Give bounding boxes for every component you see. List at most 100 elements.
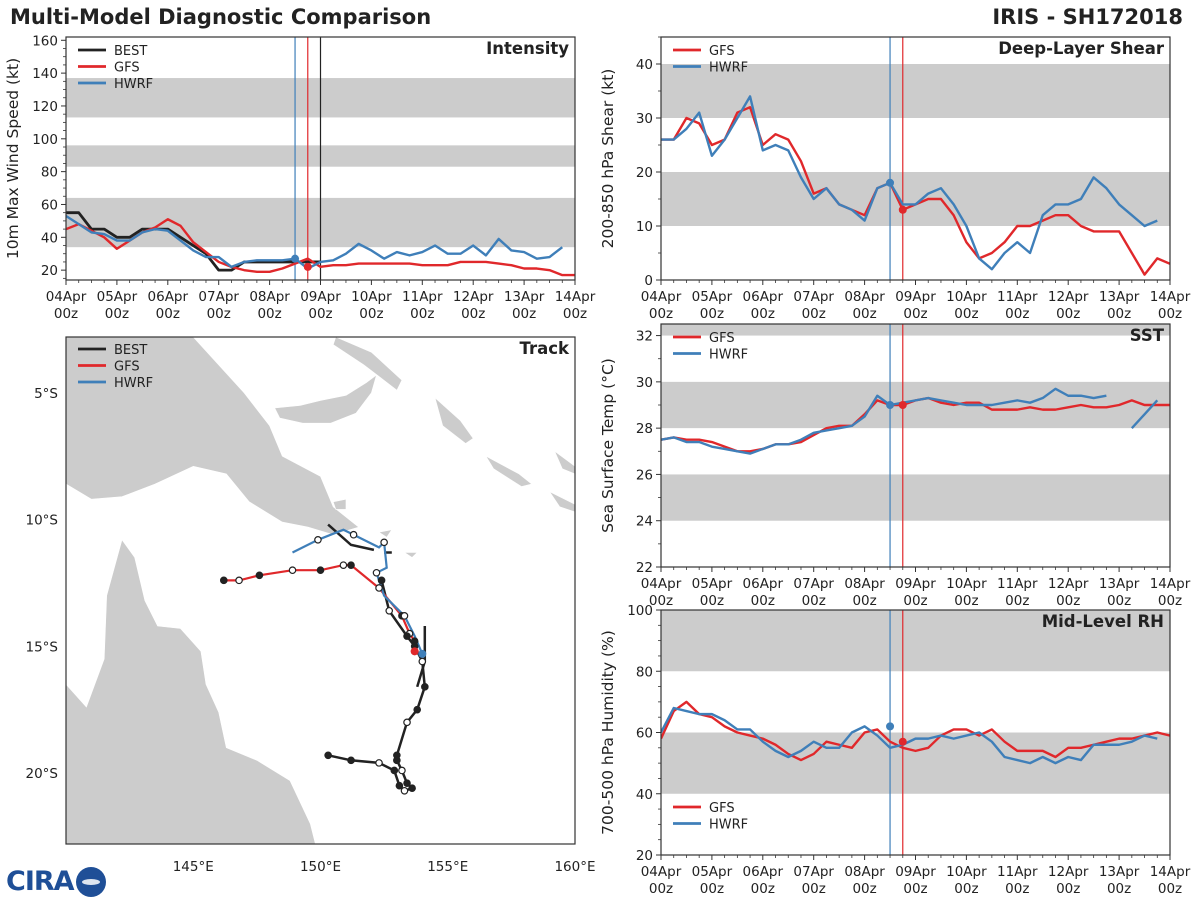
series-line-hwrf-0: [661, 706, 1158, 765]
best-point: [375, 759, 383, 767]
best-point: [403, 632, 411, 640]
x-tick-label: 13Apr 00z: [1099, 576, 1140, 609]
lat-tick-label: 20°S: [26, 766, 59, 782]
y-tick-label: 32: [636, 329, 653, 345]
x-tick-label: 07Apr 00z: [793, 289, 834, 322]
init-marker-gfs: [898, 737, 907, 746]
y-axis-label: 700-500 hPa Humidity (%): [599, 630, 617, 835]
x-tick-hour: 00z: [1107, 593, 1131, 609]
x-tick-hour: 00z: [700, 306, 724, 322]
legend-label-hwrf: HWRF: [709, 61, 748, 76]
lat-tick-label: 5°S: [34, 386, 58, 402]
x-tick-label: 06Apr 00z: [743, 576, 784, 609]
y-tick-label: 40: [636, 787, 653, 803]
x-tick-day: 14Apr: [1150, 864, 1191, 880]
x-tick-label: 07Apr 00z: [198, 289, 239, 322]
series-line-hwrf-0: [661, 95, 1158, 271]
x-tick-hour: 00z: [751, 881, 775, 897]
x-tick-hour: 00z: [954, 593, 978, 609]
x-tick-label: 05Apr 00z: [97, 289, 138, 322]
best-point: [324, 751, 332, 760]
x-tick-hour: 00z: [105, 306, 129, 322]
panel-title: Mid-Level RH: [1042, 612, 1164, 631]
y-tick-label: 22: [636, 560, 653, 576]
x-tick-hour: 00z: [156, 306, 180, 322]
x-tick-label: 12Apr 00z: [453, 289, 494, 322]
y-tick-label: 60: [636, 726, 653, 742]
x-tick-hour: 00z: [563, 306, 587, 322]
init-marker-hwrf: [886, 178, 895, 187]
x-tick-day: 08Apr: [844, 576, 885, 592]
shaded-band-2: [661, 324, 1170, 336]
x-tick-day: 05Apr: [692, 576, 733, 592]
lon-tick-label: 160°E: [554, 859, 595, 875]
track-point: [235, 576, 243, 585]
init-marker-gfs: [303, 262, 312, 271]
x-tick-hour: 00z: [1056, 306, 1080, 322]
init-marker-hwrf: [291, 254, 300, 263]
track-point: [349, 530, 358, 539]
map-area: [66, 337, 575, 844]
x-tick-hour: 00z: [903, 881, 927, 897]
x-tick-hour: 00z: [649, 306, 673, 322]
x-tick-day: 06Apr: [743, 576, 784, 592]
land-solomons-1: [485, 455, 533, 487]
plot-area: [661, 37, 1170, 280]
x-tick-label: 12Apr 00z: [1048, 576, 1089, 609]
shaded-band-0: [661, 172, 1170, 226]
x-tick-day: 14Apr: [555, 289, 596, 305]
best-point: [413, 705, 422, 714]
x-tick-label: 13Apr 00z: [504, 289, 545, 322]
legend-label-gfs: GFS: [709, 801, 735, 816]
best-point: [400, 786, 409, 795]
x-tick-hour: 00z: [1158, 593, 1182, 609]
legend-label-gfs: GFS: [114, 61, 140, 76]
x-tick-day: 04Apr: [641, 864, 682, 880]
land-solomons-2: [548, 490, 575, 513]
y-axis-label: Sea Surface Temp (°C): [599, 358, 617, 533]
shaded-band-1: [661, 381, 1170, 429]
init-marker-gfs: [898, 205, 907, 214]
shaded-band-1: [661, 610, 1170, 672]
logo-text: CIRA: [6, 866, 75, 897]
y-tick-label: 20: [41, 263, 58, 279]
x-tick-day: 07Apr: [793, 576, 834, 592]
storm-id: IRIS - SH172018: [992, 5, 1183, 29]
x-tick-hour: 00z: [1107, 306, 1131, 322]
x-tick-label: 09Apr 00z: [895, 576, 936, 609]
panel-title: SST: [1130, 326, 1165, 345]
y-tick-label: 40: [41, 230, 58, 246]
x-tick-label: 10Apr 00z: [946, 864, 987, 897]
track-point: [316, 566, 325, 575]
x-tick-day: 10Apr: [351, 289, 392, 305]
best-point: [395, 781, 404, 790]
legend-label-best: BEST: [114, 44, 147, 59]
lat-tick-label: 10°S: [26, 513, 59, 529]
x-tick-hour: 00z: [852, 306, 876, 322]
x-tick-day: 11Apr: [997, 864, 1038, 880]
x-tick-hour: 00z: [802, 881, 826, 897]
panel-title: Deep-Layer Shear: [998, 39, 1165, 58]
plot-area: [66, 37, 575, 280]
x-tick-day: 06Apr: [743, 289, 784, 305]
x-tick-label: 09Apr 00z: [895, 289, 936, 322]
x-tick-label: 14Apr 00z: [1150, 864, 1191, 897]
x-tick-label: 11Apr 00z: [997, 864, 1038, 897]
y-tick-label: 20: [636, 165, 653, 181]
x-tick-hour: 00z: [54, 306, 78, 322]
x-tick-day: 12Apr: [1048, 289, 1089, 305]
x-tick-label: 14Apr 00z: [1150, 289, 1191, 322]
x-tick-day: 06Apr: [743, 864, 784, 880]
y-tick-label: 30: [636, 111, 653, 127]
series-line-hwrf-1: [1130, 399, 1159, 429]
x-tick-hour: 00z: [903, 593, 927, 609]
x-tick-label: 06Apr 00z: [743, 864, 784, 897]
x-tick-hour: 00z: [802, 593, 826, 609]
cira-logo: CIRA: [6, 866, 106, 898]
track-point: [347, 561, 355, 569]
x-tick-hour: 00z: [257, 306, 281, 322]
plot-area: [661, 610, 1170, 855]
y-tick-label: 120: [32, 99, 58, 115]
